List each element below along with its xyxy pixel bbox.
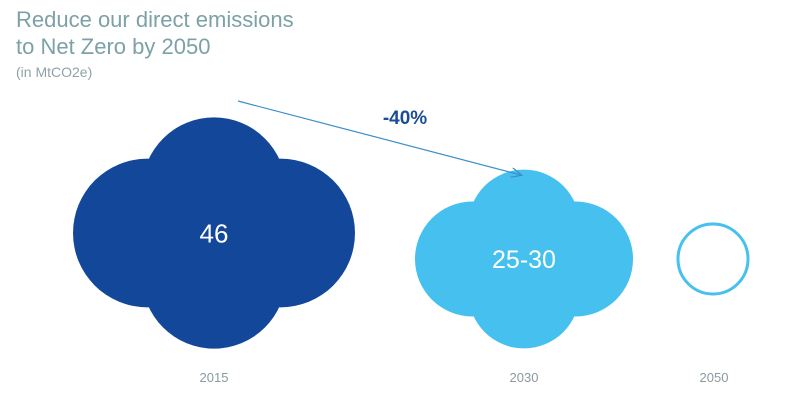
data-label-2050: 0 [707, 249, 719, 272]
cloud-2015 [73, 117, 355, 349]
year-label-2030: 2030 [510, 370, 539, 385]
reduction-arrow [237, 100, 521, 175]
reduction-label: -40% [383, 108, 427, 129]
cloud-2015-lobe [140, 159, 288, 307]
year-label-2015: 2015 [200, 370, 229, 385]
data-label-2030: 25-30 [492, 246, 556, 274]
bubble-2050-outline [676, 222, 750, 296]
chart-title-line-1: Reduce our direct emissions [16, 7, 294, 32]
data-label-2015: 46 [200, 218, 229, 248]
chart-subtitle: (in MtCO2e) [16, 64, 93, 80]
chart-title-line-2: to Net Zero by 2050 [16, 34, 211, 59]
cloud-2030 [414, 169, 634, 349]
cloud-2030-lobe [467, 202, 581, 316]
year-label-2050: 2050 [700, 370, 729, 385]
